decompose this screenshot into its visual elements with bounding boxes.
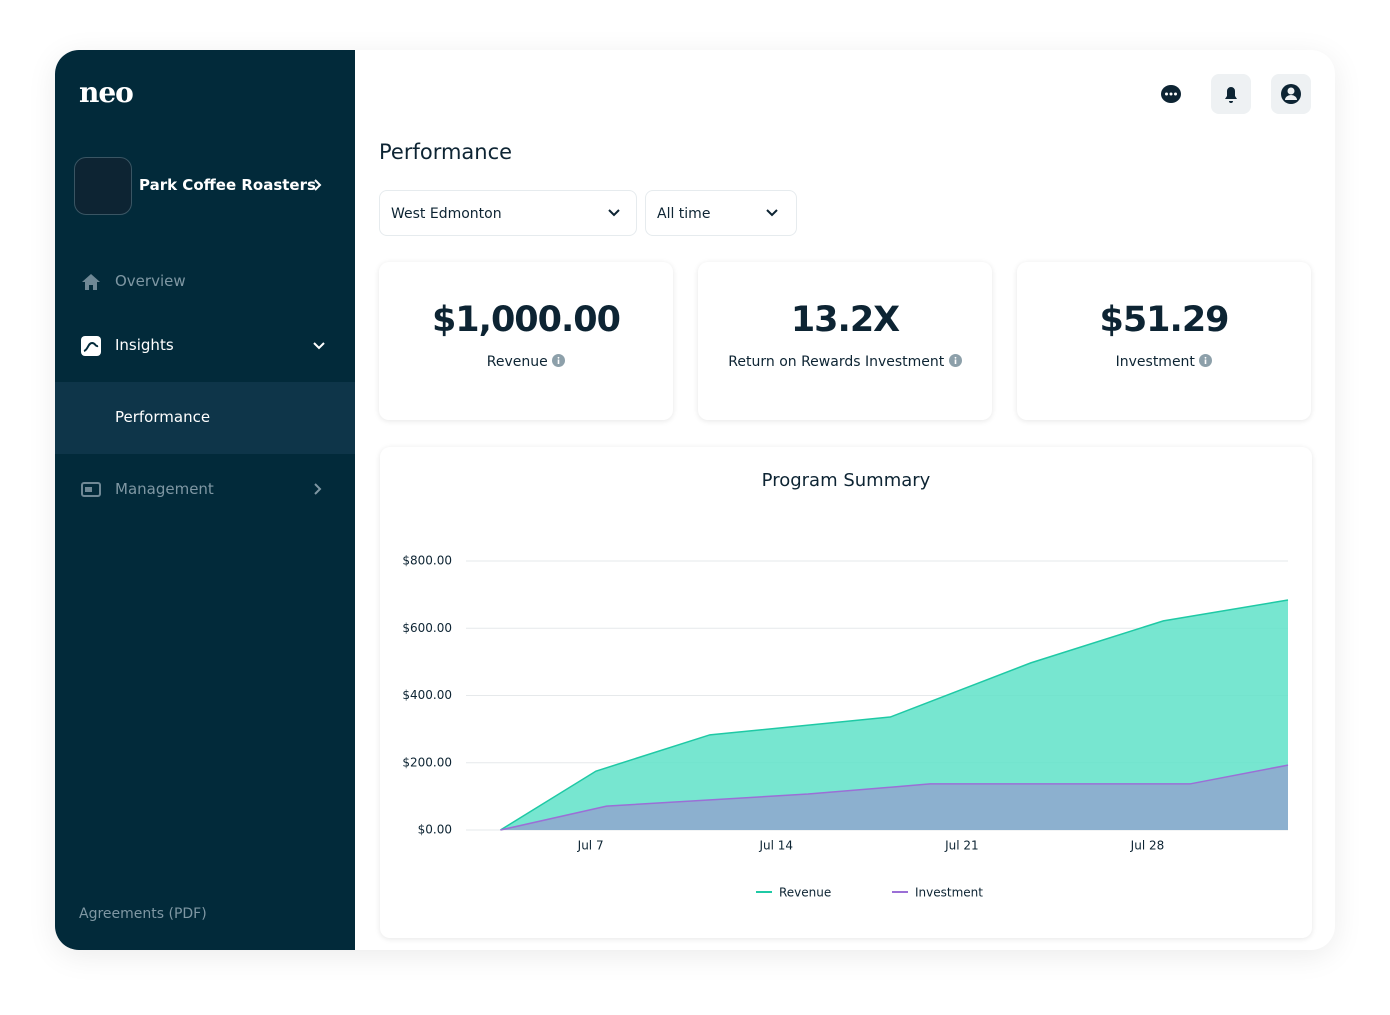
kpi-value: $51.29 <box>1099 300 1229 340</box>
chevron <box>766 209 778 217</box>
y-tick-label: $0.00 <box>418 823 452 837</box>
y-tick-label: $400.00 <box>402 688 452 702</box>
location-dropdown[interactable]: West Edmonton <box>379 190 637 236</box>
nav-item[interactable]: Management <box>115 480 214 498</box>
area <box>500 765 1289 830</box>
dropdown-value: West Edmonton <box>391 206 502 222</box>
y-tick-label: $200.00 <box>402 755 452 769</box>
kpi-card: 13.2X Return on Rewards Investment <box>698 262 992 420</box>
kpi-label-text: Investment <box>1115 354 1195 370</box>
account-name[interactable]: Park Coffee Roasters <box>139 176 316 194</box>
insights-icon <box>81 336 101 356</box>
x-tick-label: Jul 7 <box>577 839 604 853</box>
y-tick-label: $600.00 <box>402 621 452 635</box>
chart-card: Program Summary $0.00 $200.00 $400.00 $600.… <box>380 447 1312 938</box>
app-frame: neo Park Coffee Roasters Overview Insigh… <box>55 50 1335 950</box>
bell-icon <box>1225 87 1237 103</box>
legend-label: Revenue <box>779 886 831 900</box>
logo: neo <box>79 76 134 109</box>
notifications-button[interactable] <box>1211 74 1251 114</box>
chevron <box>313 342 325 350</box>
dropdown-value: All time <box>657 206 711 222</box>
nav-item[interactable]: Insights <box>115 336 174 354</box>
info-icon[interactable] <box>552 354 566 367</box>
management-icon <box>81 482 101 497</box>
chart: Program Summary $0.00 $200.00 $400.00 $600.… <box>402 470 1289 900</box>
kpi-label: Investment <box>1017 354 1311 370</box>
home-icon <box>82 274 100 290</box>
nav-selected <box>55 382 355 454</box>
sidebar: neo Park Coffee Roasters Overview Insigh… <box>55 50 355 950</box>
period-dropdown[interactable]: All time <box>645 190 797 236</box>
kpi-value: $1,000.00 <box>431 300 621 340</box>
line <box>500 599 1289 831</box>
chevron <box>314 483 322 495</box>
y-tick-label: $800.00 <box>402 554 452 568</box>
nav-item[interactable]: Overview <box>115 272 186 290</box>
account-avatar[interactable] <box>74 157 132 215</box>
kpi-card: $51.29 Investment <box>1017 262 1311 420</box>
kpi-label-text: Return on Rewards Investment <box>728 354 945 370</box>
kpi-value: 13.2X <box>790 300 900 340</box>
nav-item[interactable]: Performance <box>115 408 211 426</box>
line <box>500 764 1289 831</box>
chevron <box>314 179 322 191</box>
kpi-label: Revenue <box>379 354 673 370</box>
kpi-label-text: Revenue <box>486 354 548 370</box>
chevron <box>608 209 620 217</box>
footer-link[interactable]: Agreements (PDF) <box>79 906 207 922</box>
page-title: Performance <box>379 140 513 164</box>
profile-button[interactable] <box>1271 74 1311 114</box>
user-icon <box>1281 84 1301 104</box>
kpi-card: $1,000.00 Revenue <box>379 262 673 420</box>
chart-title: Program Summary <box>762 470 931 491</box>
x-tick-label: Jul 14 <box>758 839 793 853</box>
legend-label: Investment <box>915 886 983 900</box>
info-icon[interactable] <box>1199 354 1213 367</box>
chat-button[interactable] <box>1159 84 1183 106</box>
x-tick-label: Jul 28 <box>1130 839 1165 853</box>
area <box>500 600 1289 830</box>
info-icon[interactable] <box>948 354 962 367</box>
kpi-label: Return on Rewards Investment <box>698 354 992 370</box>
x-tick-label: Jul 21 <box>944 839 979 853</box>
